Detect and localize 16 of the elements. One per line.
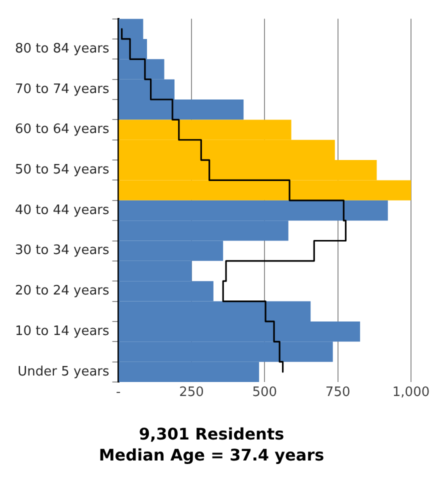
x-tick-label: 500 (252, 385, 278, 400)
x-tick-label: - (116, 385, 121, 400)
x-tick-label: 750 (325, 385, 350, 400)
y-tick-label: 40 to 44 years (14, 202, 110, 218)
x-tick-label: 1,000 (392, 385, 430, 400)
y-tick-label: 10 to 14 years (14, 324, 110, 339)
y-tick-label: 20 to 24 years (14, 284, 110, 299)
y-tick-label: Under 5 years (18, 364, 110, 380)
y-tick-label: 60 to 64 years (14, 122, 110, 138)
text: 9,301 Residents (138, 424, 284, 444)
y-tick-label: 30 to 34 years (14, 243, 110, 258)
y-tick-label: 80 to 84 years (14, 41, 110, 56)
y-tick-label: 70 to 74 years (14, 82, 110, 97)
x-tick-label: 250 (179, 385, 204, 400)
y-tick-label: 50 to 54 years (14, 162, 110, 178)
text: Median Age = 37.4 years (98, 446, 324, 465)
